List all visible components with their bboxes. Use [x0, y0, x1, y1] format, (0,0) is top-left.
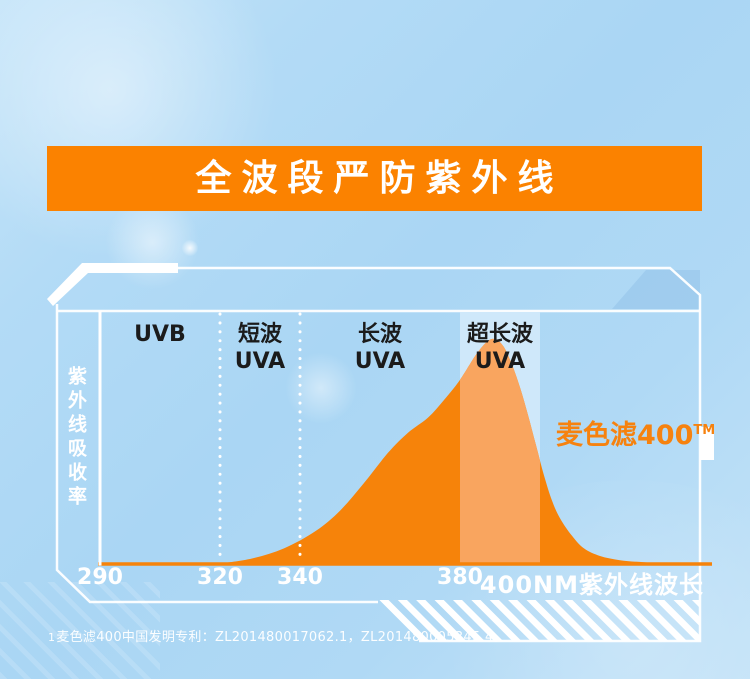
absorption-curve-area-highlighted	[460, 338, 540, 565]
frame-corner-accent	[47, 263, 178, 306]
hazard-stripes-decoration	[378, 600, 700, 641]
banner-title: 全波段严防紫外线	[195, 157, 564, 199]
corner-hatch-decoration	[0, 582, 160, 679]
frame-side-notch	[700, 427, 714, 460]
header-banner: 全波段严防紫外线	[47, 146, 702, 211]
frame-border	[55, 304, 378, 604]
footnote-index: 1	[48, 631, 56, 644]
frame-glass-reflection	[612, 270, 700, 309]
footnote-text: 麦色滤400中国发明专利：ZL201480017062.1，ZL20148000…	[56, 630, 507, 645]
absorption-curve-area	[220, 338, 668, 565]
patent-footnote: 1麦色滤400中国发明专利：ZL201480017062.1，ZL2014800…	[48, 626, 507, 645]
